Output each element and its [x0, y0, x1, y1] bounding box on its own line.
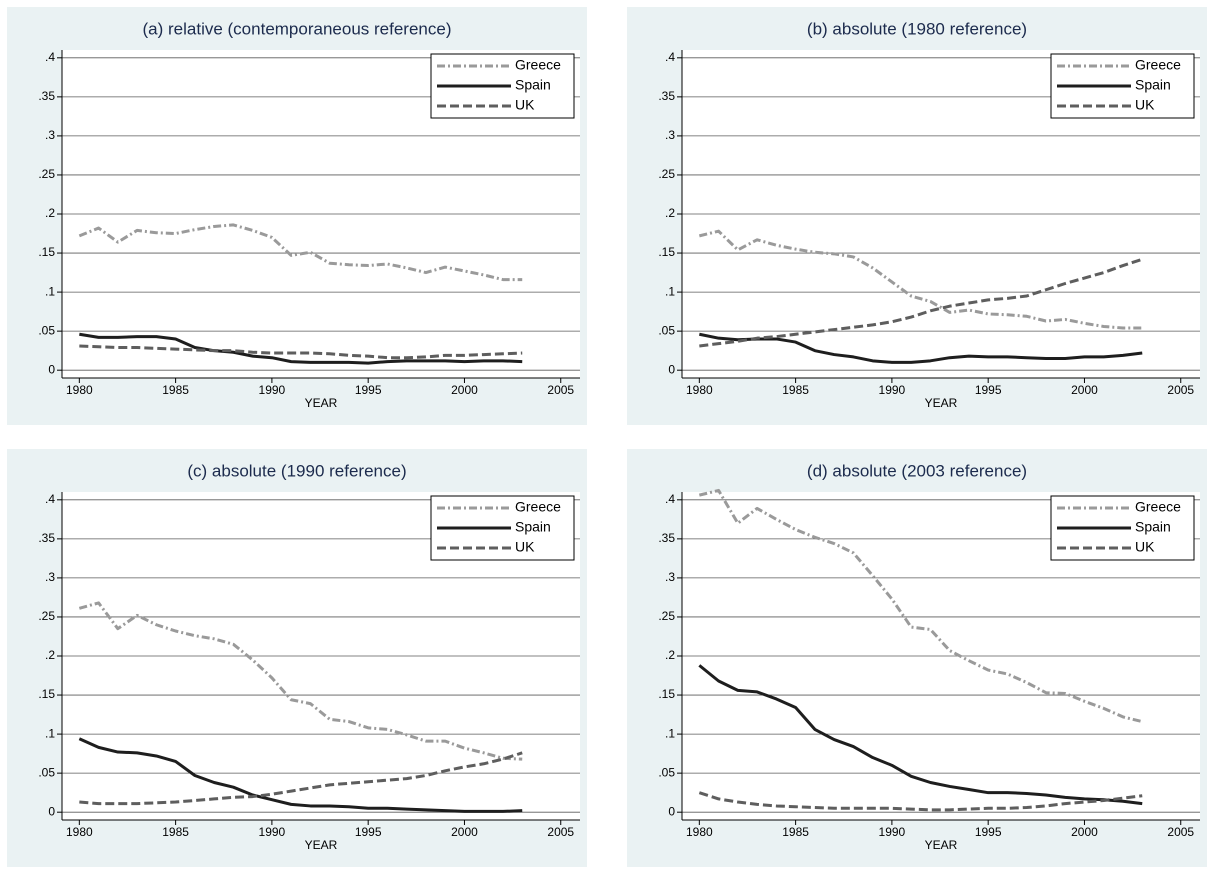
series-line	[698, 664, 1143, 806]
y-tick-label: .05	[38, 765, 55, 779]
series-line	[78, 737, 523, 813]
x-tick-label: 1980	[686, 383, 713, 397]
series-line	[699, 257, 1143, 348]
series-line	[698, 791, 1143, 812]
chart-title: (b) absolute (1980 reference)	[807, 19, 1027, 38]
y-tick-label: .15	[38, 245, 55, 259]
x-tick-label: 2000	[1071, 825, 1098, 839]
y-tick-label: 0	[48, 362, 55, 376]
y-tick-label: .35	[658, 531, 675, 545]
legend-label: Spain	[1135, 519, 1171, 535]
y-tick-label: .2	[665, 648, 675, 662]
x-tick-label: 1990	[259, 383, 286, 397]
chart-panel: (a) relative (contemporaneous reference)…	[7, 7, 587, 425]
x-tick-label: 2000	[451, 383, 478, 397]
y-tick-label: .15	[658, 245, 675, 259]
series-line	[698, 229, 1143, 330]
x-tick-label: 2005	[547, 825, 574, 839]
series-line	[699, 332, 1143, 364]
legend-label: Spain	[1135, 77, 1171, 93]
series-line	[79, 751, 523, 806]
y-tick-label: .1	[45, 726, 55, 740]
x-tick-label: 1980	[66, 825, 93, 839]
legend-label: Greece	[1135, 499, 1181, 515]
chart-title: (c) absolute (1990 reference)	[187, 461, 406, 480]
x-tick-label: 1985	[162, 825, 189, 839]
x-tick-label: 1985	[782, 383, 809, 397]
x-tick-label: 2000	[1071, 383, 1098, 397]
y-tick-label: .4	[45, 492, 55, 506]
chart-panel: (b) absolute (1980 reference) 0 .05 .1 .15 .2…	[627, 7, 1207, 425]
y-tick-label: .4	[45, 50, 55, 64]
y-tick-label: .4	[665, 50, 675, 64]
legend-label: UK	[515, 539, 535, 555]
y-tick-label: 0	[48, 804, 55, 818]
legend-label: Spain	[515, 77, 551, 93]
chart-title: (d) absolute (2003 reference)	[807, 461, 1027, 480]
legend-label: UK	[1135, 539, 1155, 555]
x-tick-label: 2000	[451, 825, 478, 839]
y-tick-label: .4	[665, 492, 675, 506]
series-line	[698, 488, 1143, 724]
x-tick-label: 1985	[162, 383, 189, 397]
series-line	[79, 344, 523, 360]
x-axis-title: YEAR	[305, 838, 338, 852]
y-tick-label: .05	[658, 765, 675, 779]
x-tick-label: 1990	[259, 825, 286, 839]
y-tick-label: .2	[45, 648, 55, 662]
y-tick-label: .3	[665, 128, 675, 142]
chart-title: (a) relative (contemporaneous reference)	[143, 19, 452, 38]
x-tick-label: 1995	[975, 825, 1002, 839]
y-tick-label: .15	[38, 687, 55, 701]
legend-label: UK	[515, 97, 535, 113]
x-tick-label: 1985	[782, 825, 809, 839]
legend-label: UK	[1135, 97, 1155, 113]
y-tick-label: 0	[668, 362, 675, 376]
y-tick-label: .35	[38, 531, 55, 545]
y-tick-label: .3	[45, 128, 55, 142]
x-tick-label: 2005	[1167, 383, 1194, 397]
x-tick-label: 1995	[355, 383, 382, 397]
y-tick-label: .1	[45, 284, 55, 298]
y-tick-label: .3	[665, 570, 675, 584]
x-axis-title: YEAR	[925, 396, 958, 410]
y-tick-label: .05	[38, 323, 55, 337]
x-tick-label: 1980	[66, 383, 93, 397]
chart-panel: (c) absolute (1990 reference) 0 .05 .1 .15 .2…	[7, 449, 587, 867]
y-tick-label: .35	[658, 89, 675, 103]
y-tick-label: .15	[658, 687, 675, 701]
series-line	[79, 332, 523, 365]
x-tick-label: 2005	[1167, 825, 1194, 839]
x-axis-title: YEAR	[925, 838, 958, 852]
y-tick-label: .05	[658, 323, 675, 337]
y-tick-label: .25	[658, 167, 675, 181]
y-tick-label: .25	[38, 609, 55, 623]
x-axis-title: YEAR	[305, 396, 338, 410]
y-tick-label: .3	[45, 570, 55, 584]
series-line	[78, 223, 523, 282]
y-tick-label: .2	[665, 206, 675, 220]
x-tick-label: 1980	[686, 825, 713, 839]
series-line	[78, 601, 523, 761]
y-tick-label: .2	[45, 206, 55, 220]
y-tick-label: .35	[38, 89, 55, 103]
y-tick-label: .1	[665, 726, 675, 740]
legend-label: Greece	[515, 499, 561, 515]
x-tick-label: 1990	[879, 825, 906, 839]
x-tick-label: 2005	[547, 383, 574, 397]
legend-label: Spain	[515, 519, 551, 535]
legend-label: Greece	[515, 57, 561, 73]
x-tick-label: 1995	[975, 383, 1002, 397]
chart-panel: (d) absolute (2003 reference) 0 .05 .1 .15 .2…	[627, 449, 1207, 867]
x-tick-label: 1995	[355, 825, 382, 839]
y-tick-label: .25	[658, 609, 675, 623]
y-tick-label: .25	[38, 167, 55, 181]
legend-label: Greece	[1135, 57, 1181, 73]
y-tick-label: .1	[665, 284, 675, 298]
y-tick-label: 0	[668, 804, 675, 818]
x-tick-label: 1990	[879, 383, 906, 397]
